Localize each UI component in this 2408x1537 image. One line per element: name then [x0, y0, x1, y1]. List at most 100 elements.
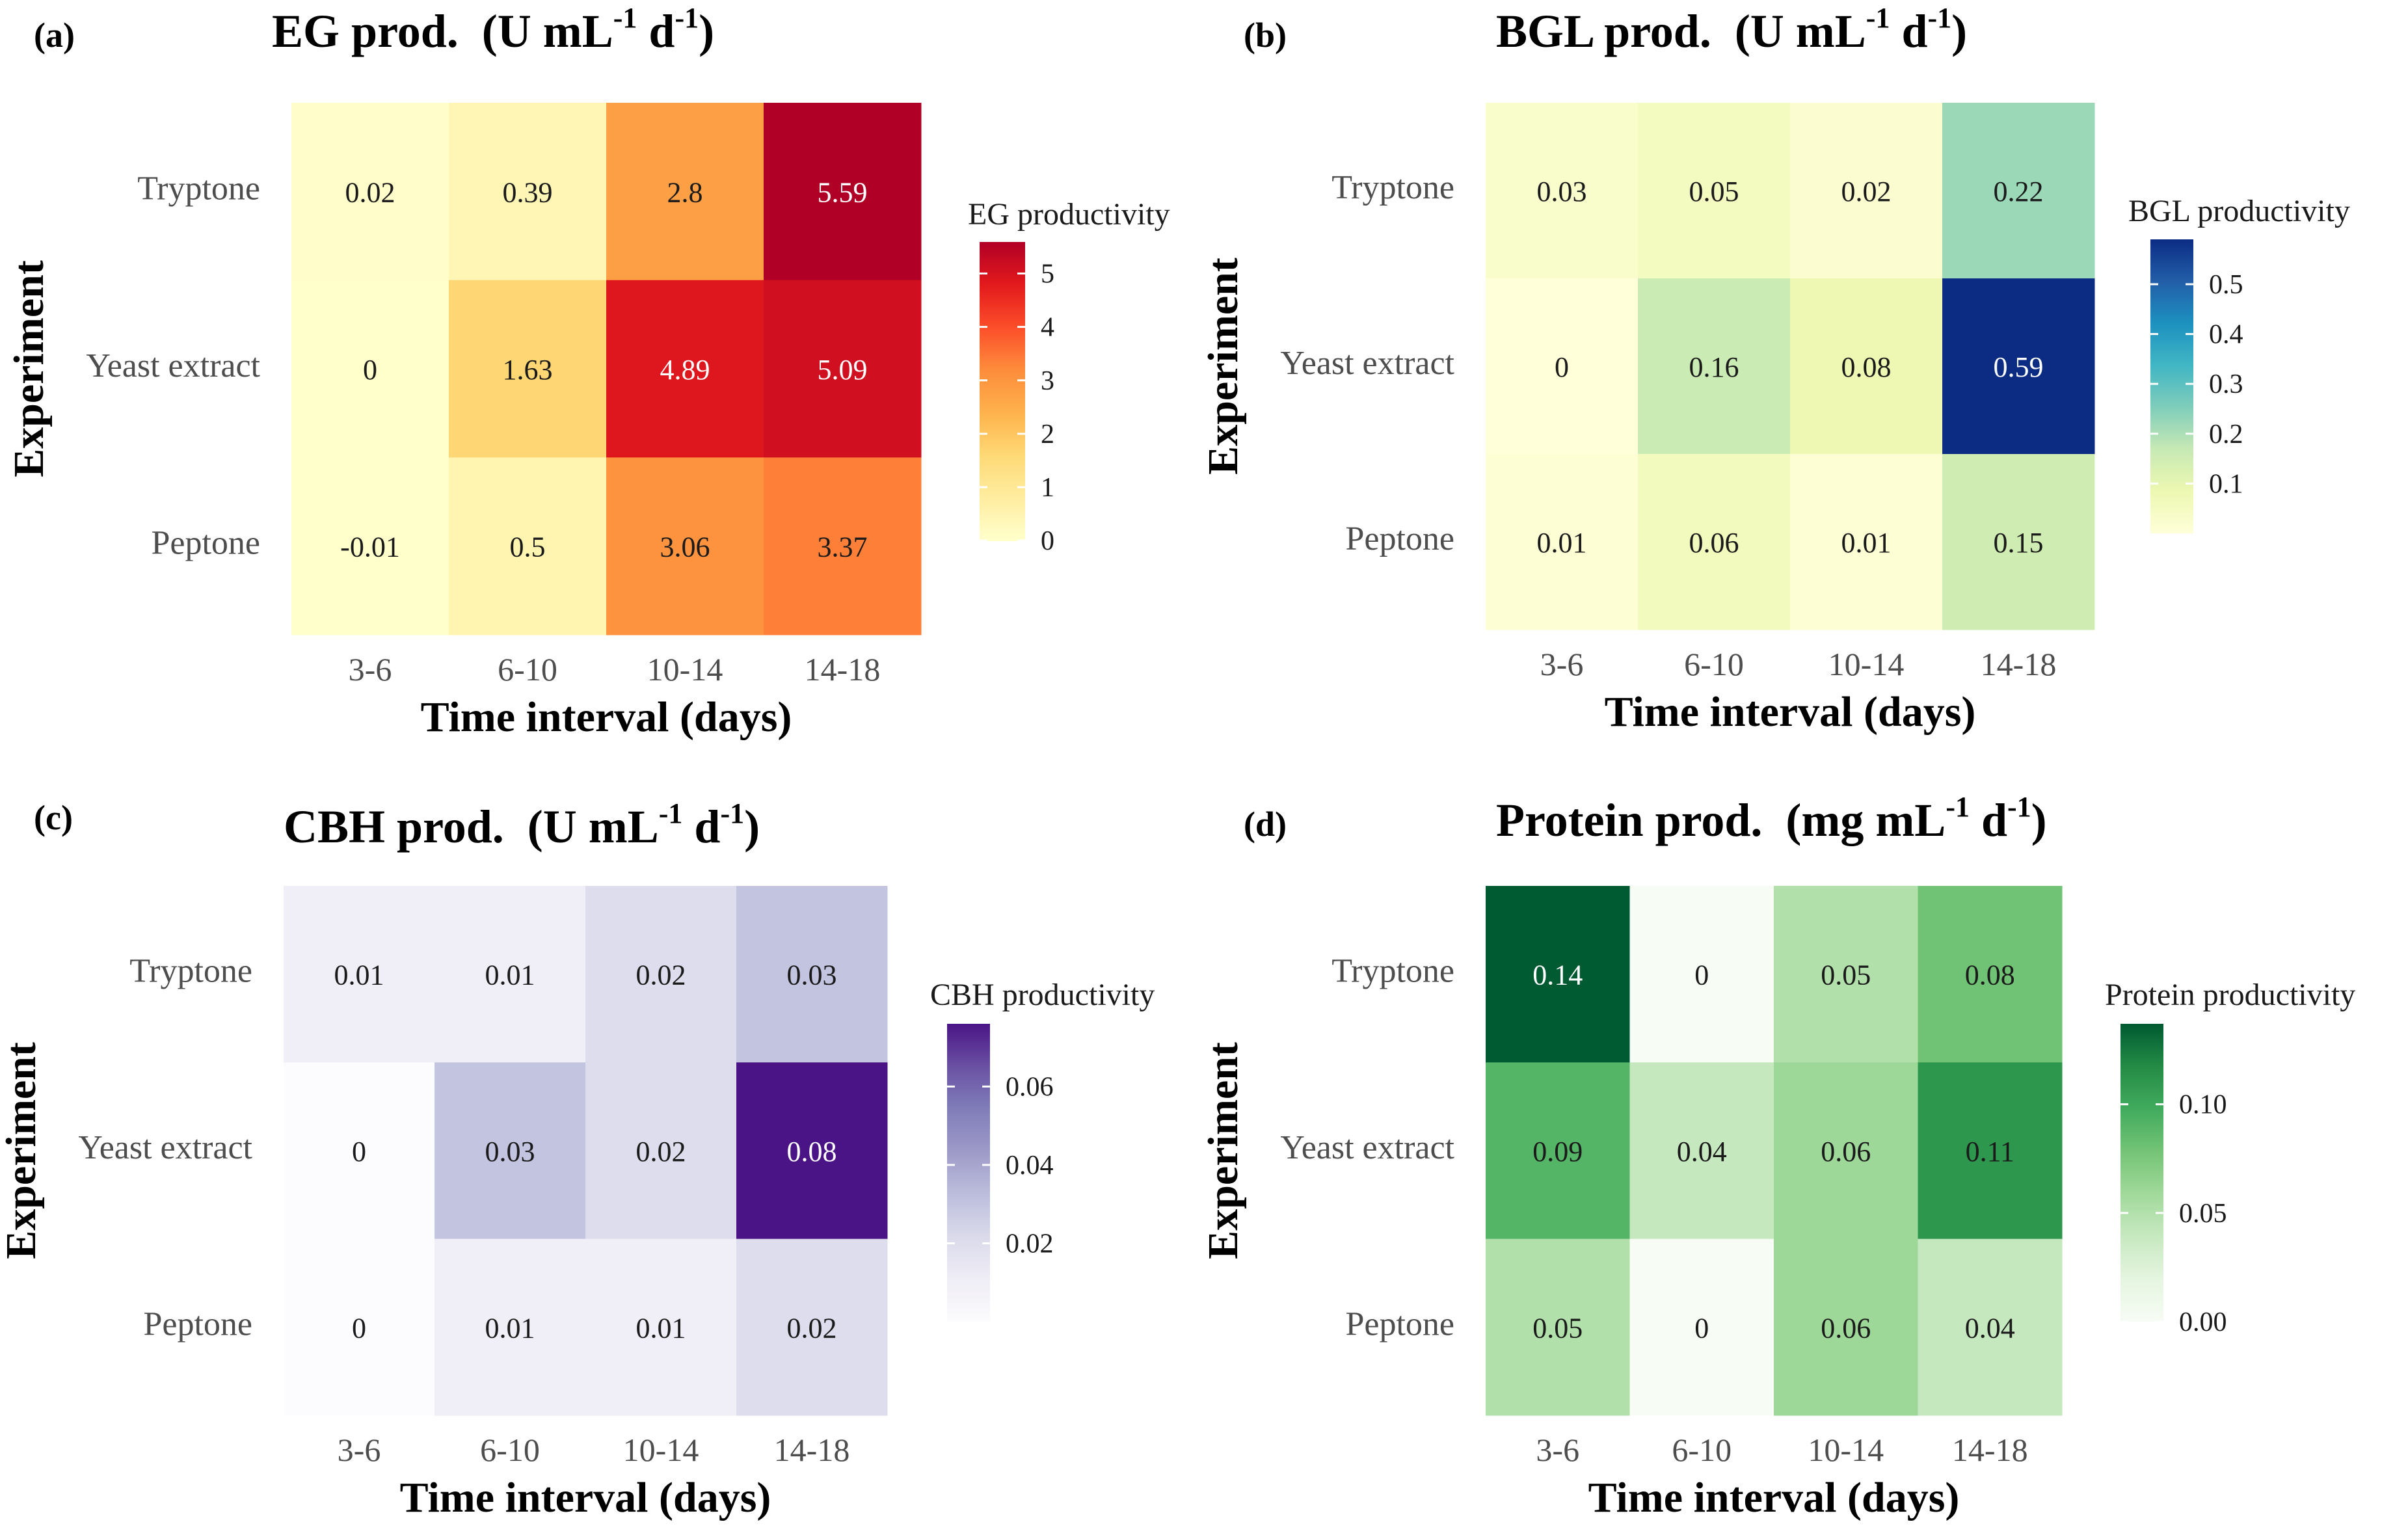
cell-value-label: 0.05 [1821, 959, 1871, 991]
cell-value-label: 0 [1694, 959, 1709, 991]
heatmap-cell [585, 1062, 737, 1240]
chart-title: Protein prod. (mg mL-1 d-1) [1496, 791, 2047, 846]
cell-value-label: 0.01 [485, 1312, 535, 1344]
x-tick-label: 3-6 [1536, 1432, 1579, 1468]
heatmap-cell [1790, 103, 1943, 279]
heatmap-cell [585, 886, 737, 1063]
cell-value-label: 0.15 [1994, 527, 2044, 559]
heatmap-cell [284, 1238, 435, 1416]
legend-title: Protein productivity [2105, 978, 2355, 1012]
heatmap-cell [284, 886, 435, 1063]
panel-d: (d) Protein prod. (mg mL-1 d-1) 0.14 0 0.05 0… [1199, 791, 2355, 1521]
cell-value-label: 4.89 [660, 354, 710, 386]
y-tick-label: Yeast extract [1280, 345, 1454, 382]
heatmap-cell [764, 280, 922, 458]
heatmap-cell [291, 457, 449, 635]
cell-value-label: 0.08 [1841, 351, 1892, 383]
x-axis-title: Time interval (days) [1588, 1474, 1960, 1521]
cell-value-label: 0.06 [1821, 1136, 1871, 1168]
cell-value-label: 0.02 [636, 1136, 686, 1168]
heatmap-cell [1486, 278, 1639, 455]
cell-value-label: 0 [352, 1312, 366, 1344]
legend-title: CBH productivity [930, 978, 1155, 1012]
cell-value-label: 2.8 [667, 176, 703, 208]
legend-colorbar [980, 242, 1025, 541]
heatmap-cell [1486, 103, 1639, 279]
cell-value-label: 0.16 [1689, 351, 1739, 383]
heatmap-cell [1918, 1238, 2063, 1416]
x-tick-label: 10-14 [1808, 1432, 1884, 1468]
x-axis-title: Time interval (days) [1605, 688, 1976, 736]
x-tick-label: 10-14 [623, 1432, 699, 1468]
heatmap-cell [1918, 886, 2063, 1063]
panel-label: (d) [1244, 805, 1287, 844]
cell-value-label: 0.05 [1689, 176, 1739, 207]
heatmap-cell [1942, 278, 2095, 455]
cell-value-label: 5.59 [818, 176, 868, 208]
panel-b: (b) BGL prod. (U mL-1 d-1) 0.03 0.05 0.02 0.2… [1199, 2, 2350, 736]
x-axis-title: Time interval (days) [421, 693, 792, 741]
legend-tick-label: 5 [1041, 259, 1054, 289]
cell-value-label: 0.02 [636, 959, 686, 991]
panel-c: (c) CBH prod. (U mL-1 d-1) 0.01 0.01 0.02 0.0… [0, 797, 1155, 1521]
legend-tick-label: 0.04 [1006, 1151, 1054, 1181]
x-tick-label: 3-6 [338, 1432, 381, 1468]
heatmap-cell [449, 280, 607, 458]
heatmap-cell [435, 1062, 586, 1240]
heatmap-cell [291, 103, 449, 281]
legend-tick-label: 0.1 [2209, 469, 2243, 499]
y-tick-label: Yeast extract [78, 1129, 252, 1166]
cell-value-label: 0.11 [1966, 1136, 2014, 1168]
y-tick-label: Yeast extract [86, 347, 260, 384]
cell-value-label: 0.09 [1532, 1136, 1583, 1168]
y-tick-label: Tryptone [137, 170, 260, 207]
heatmap-cell [284, 1062, 435, 1240]
legend-tick-label: 0.4 [2209, 320, 2243, 350]
y-tick-label: Peptone [151, 525, 260, 562]
heatmap-cell [449, 457, 607, 635]
cell-value-label: 0.05 [1532, 1312, 1583, 1344]
heatmap-cell [764, 457, 922, 635]
x-tick-label: 14-18 [805, 651, 881, 688]
heatmap-cell [1790, 454, 1943, 630]
y-axis-title: Experiment [5, 260, 53, 477]
cell-value-label: 0 [352, 1136, 366, 1168]
heatmap-cell [1638, 278, 1791, 455]
heatmap-cell [736, 1062, 888, 1240]
heatmap-cell [606, 457, 764, 635]
panel-label: (b) [1244, 16, 1287, 55]
panel-a: (a) EG prod. (U mL-1 d-1) 0.02 0.39 2.8 5.59 0… [5, 2, 1170, 741]
x-tick-label: 6-10 [498, 651, 557, 688]
x-tick-label: 14-18 [1981, 646, 2057, 682]
y-tick-label: Tryptone [1331, 953, 1454, 990]
panel-label: (c) [34, 798, 73, 837]
cell-value-label: 0.08 [787, 1136, 837, 1168]
heatmap-cell [1942, 103, 2095, 279]
panel-label: (a) [34, 16, 75, 55]
cell-value-label: 0 [1694, 1312, 1709, 1344]
legend-tick-label: 0.05 [2179, 1199, 2227, 1229]
heatmap-cell [585, 1238, 737, 1416]
heatmap-cell [736, 1238, 888, 1416]
heatmap-cell [1486, 1062, 1630, 1240]
heatmap-cell [606, 103, 764, 281]
cell-value-label: 0.22 [1994, 176, 2044, 207]
legend-tick-label: 0.00 [2179, 1307, 2227, 1337]
cell-value-label: 3.06 [660, 531, 710, 563]
cell-value-label: 0 [1555, 351, 1569, 383]
heatmap-cell [1774, 886, 1918, 1063]
legend-tick-label: 0.02 [1006, 1229, 1054, 1259]
y-tick-label: Peptone [1345, 520, 1454, 557]
x-axis-title: Time interval (days) [400, 1474, 771, 1521]
heatmap-cell [1629, 1062, 1774, 1240]
y-tick-label: Yeast extract [1280, 1129, 1454, 1166]
cell-value-label: 0.04 [1965, 1312, 2015, 1344]
cell-value-label: 0.01 [485, 959, 535, 991]
heatmap-cell [1629, 1238, 1774, 1416]
x-tick-label: 3-6 [1540, 646, 1584, 682]
legend-title: BGL productivity [2128, 194, 2350, 228]
heatmap-cell [1790, 278, 1943, 455]
y-axis-title: Experiment [1199, 1042, 1247, 1259]
heatmap-cell [435, 886, 586, 1063]
